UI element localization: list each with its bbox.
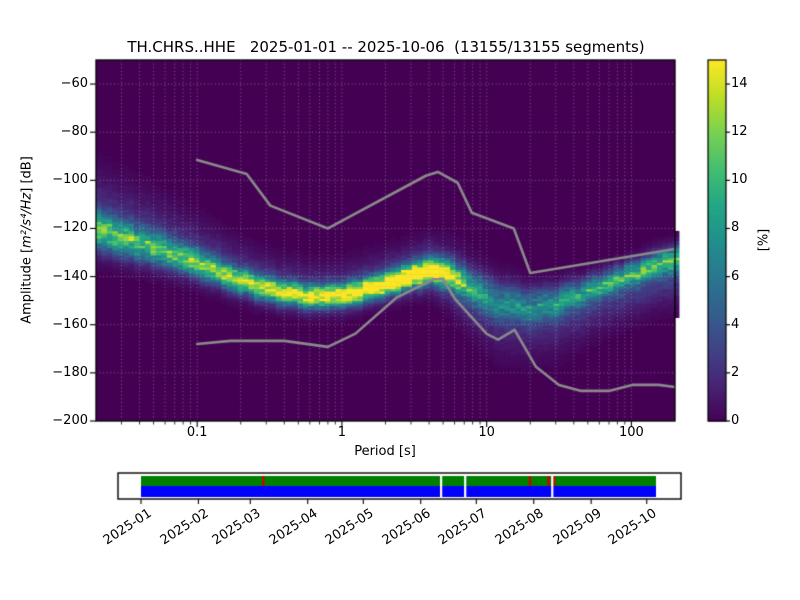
plot-title: TH.CHRS..HHE 2025-01-01 -- 2025-10-06 (1… — [127, 38, 645, 56]
x-tick-label-2: 10 — [478, 425, 495, 440]
x-tick-label-3: 100 — [619, 425, 644, 440]
x-tick-label-1: 1 — [337, 425, 347, 440]
colorbar-tick-label-5: 10 — [731, 172, 748, 188]
y-axis-label: Amplitude [m²/s⁴/Hz] [dB] — [20, 156, 35, 324]
y-axis-label-math: m²/s⁴/Hz — [19, 192, 35, 248]
colorbar-tick-label-7: 14 — [731, 76, 748, 92]
y-tick-label-3: −120 — [52, 220, 88, 236]
y-tick-label-1: −80 — [60, 124, 88, 140]
colorbar-tick-label-6: 12 — [731, 124, 748, 140]
y-axis-label-prefix: Amplitude [ — [19, 247, 35, 324]
colorbar-tick-label-0: 0 — [731, 413, 740, 428]
x-axis-label: Period [s] — [354, 444, 416, 459]
y-axis-label-suffix: ] [dB] — [19, 156, 35, 193]
y-tick-label-0: −60 — [60, 76, 88, 92]
y-tick-label-6: −180 — [52, 364, 88, 380]
y-tick-label-2: −100 — [52, 172, 88, 188]
y-tick-label-4: −140 — [52, 268, 88, 284]
colorbar-tick-label-2: 4 — [731, 316, 740, 332]
colorbar-tick-label-1: 2 — [731, 364, 740, 380]
colorbar-tick-label-3: 6 — [731, 268, 740, 284]
x-tick-label-0: 0.1 — [186, 425, 208, 440]
colorbar-label: [%] — [756, 228, 772, 252]
y-tick-label-7: −200 — [52, 413, 88, 428]
colorbar-tick-label-4: 8 — [731, 220, 740, 236]
y-tick-label-5: −160 — [52, 316, 88, 332]
